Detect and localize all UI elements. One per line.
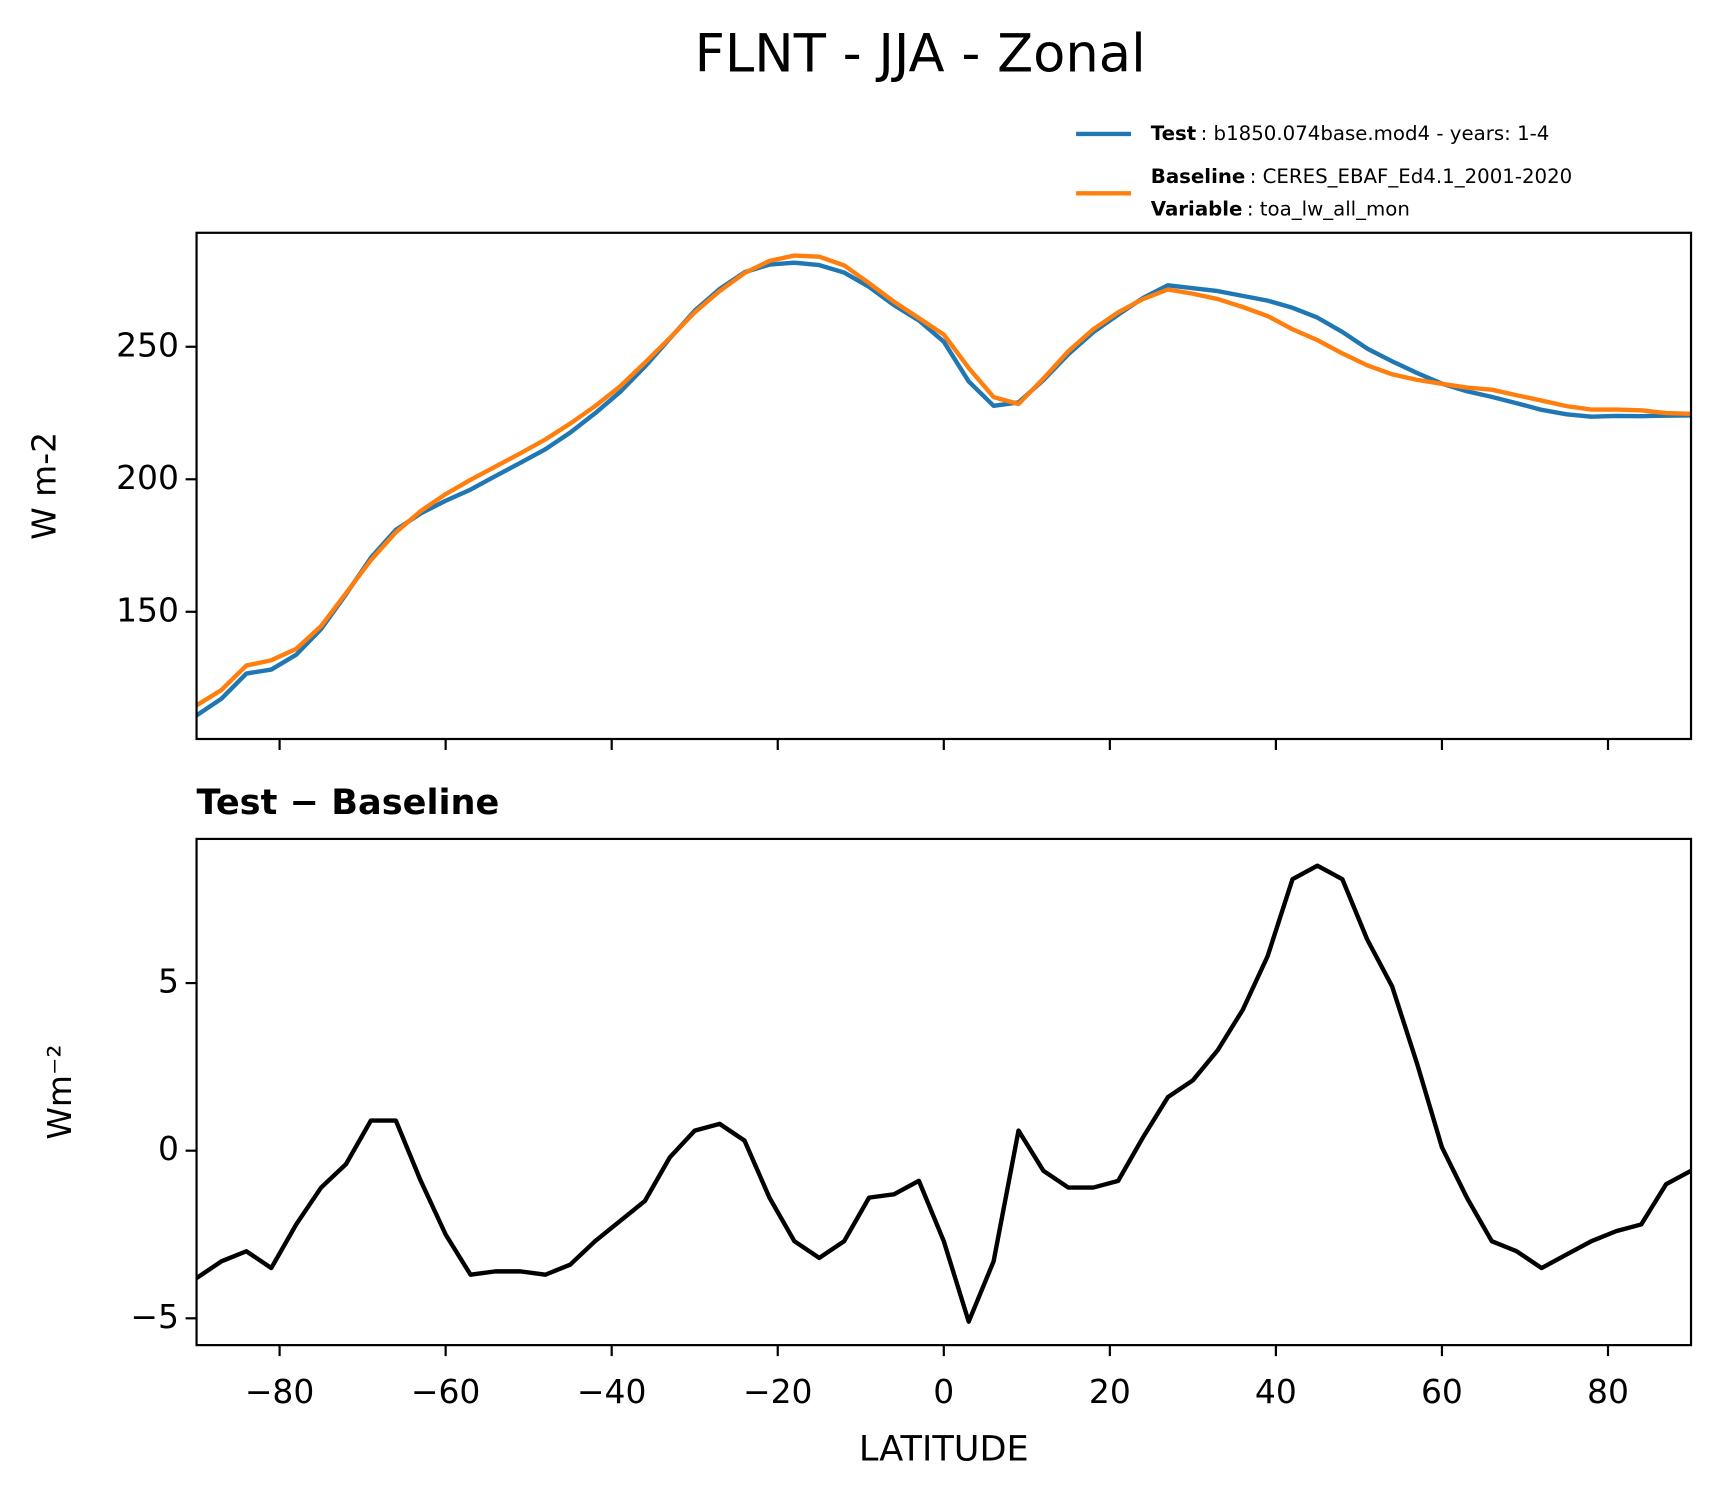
plot-area <box>196 253 1692 718</box>
legend-detail: : b1850.074base.mod4 - years: 1-4 <box>1201 121 1550 144</box>
plot-area <box>196 863 1692 1324</box>
y-tick-label: 5 <box>158 962 179 1001</box>
y-tick-label: 250 <box>116 325 179 364</box>
y-tick-label: 0 <box>158 1129 179 1168</box>
y-axis-label: W m-2 <box>25 432 64 540</box>
figure-title: FLNT - JJA - Zonal <box>695 24 1146 85</box>
y-tick-label: −5 <box>130 1297 179 1336</box>
x-tick-label: −60 <box>411 1372 481 1411</box>
legend-name: Baseline <box>1151 164 1246 187</box>
legend-note-detail: : toa_lw_all_mon <box>1247 197 1410 220</box>
legend-note-name: Variable <box>1151 197 1243 220</box>
legend-entry: Test: b1850.074base.mod4 - years: 1-4 <box>1151 121 1550 144</box>
legend-detail: : CERES_EBAF_Ed4.1_2001-2020 <box>1250 164 1573 187</box>
x-tick-label: 40 <box>1255 1372 1297 1411</box>
x-tick-label: −40 <box>577 1372 647 1411</box>
y-tick-label: 150 <box>116 590 179 629</box>
x-tick-label: −80 <box>245 1372 315 1411</box>
data-line <box>196 863 1692 1324</box>
legend-note: Variable: toa_lw_all_mon <box>1151 197 1410 220</box>
axes-frame <box>195 231 1693 741</box>
x-tick-label: 60 <box>1421 1372 1463 1411</box>
x-tick-label: 0 <box>933 1372 954 1411</box>
x-tick-label: 80 <box>1587 1372 1629 1411</box>
legend-entry: Baseline: CERES_EBAF_Ed4.1_2001-2020 <box>1151 164 1572 187</box>
x-tick-label: −20 <box>743 1372 813 1411</box>
y-axis-label: Wm⁻² <box>40 1044 79 1139</box>
axes-title: Test − Baseline <box>197 782 500 823</box>
x-tick-label: 20 <box>1089 1372 1131 1411</box>
axes-frame <box>195 837 1693 1347</box>
x-axis-label: LATITUDE <box>859 1429 1029 1470</box>
data-line <box>196 253 1692 708</box>
y-tick-label: 200 <box>116 458 179 497</box>
legend-name: Test <box>1151 121 1196 144</box>
